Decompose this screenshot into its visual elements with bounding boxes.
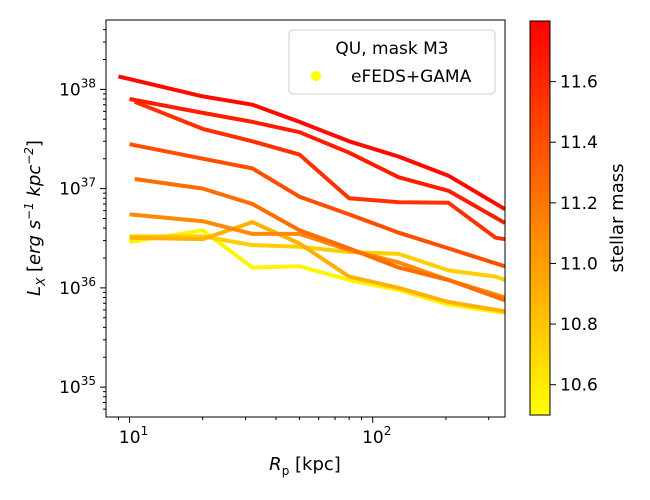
series-line-2	[129, 97, 505, 225]
legend-box	[288, 29, 496, 95]
y-tick-label: 1038	[59, 76, 96, 100]
colorbar-tick-label: 11.2	[560, 194, 598, 214]
legend-title: QU, mask M3	[335, 39, 448, 59]
series-line-3	[133, 99, 505, 242]
series-line-4	[129, 142, 505, 269]
colorbar-label: stellar mass	[607, 164, 628, 273]
x-tick-label: 102	[362, 424, 391, 448]
colorbar: 10.6 10.8 11.0 11.2 11.4 11.6 stellar mass	[529, 20, 628, 416]
colorbar-gradient	[529, 20, 551, 416]
colorbar-ticks: 10.6 10.8 11.0 11.2 11.4 11.6	[550, 73, 598, 396]
series-line-1	[117, 74, 505, 211]
x-axis-label: Rp [kpc]	[269, 454, 341, 478]
y-tick-label: 1035	[59, 374, 96, 398]
legend-entry: eFEDS+GAMA	[351, 67, 472, 87]
legend-marker	[311, 71, 321, 81]
x-tick-label: 101	[119, 424, 148, 448]
y-tick-label: 1037	[59, 176, 96, 200]
series-line-7	[129, 220, 505, 314]
legend: QU, mask M3 eFEDS+GAMA	[288, 29, 496, 95]
colorbar-tick-label: 11.0	[560, 254, 598, 274]
colorbar-tick-label: 10.8	[560, 315, 598, 335]
colorbar-tick-label: 11.6	[560, 73, 598, 93]
y-tick-label: 1036	[59, 275, 96, 299]
series-line-5	[134, 177, 505, 303]
series-line-8	[129, 234, 505, 282]
y-axis-label: LX [erg s−1 kpc−2]	[22, 140, 48, 296]
axis-ticks: 101 102 1035 1036 1037 1038	[59, 29, 490, 448]
colorbar-tick-label: 10.6	[560, 376, 598, 396]
colorbar-tick-label: 11.4	[560, 133, 598, 153]
series-lines	[117, 74, 505, 315]
